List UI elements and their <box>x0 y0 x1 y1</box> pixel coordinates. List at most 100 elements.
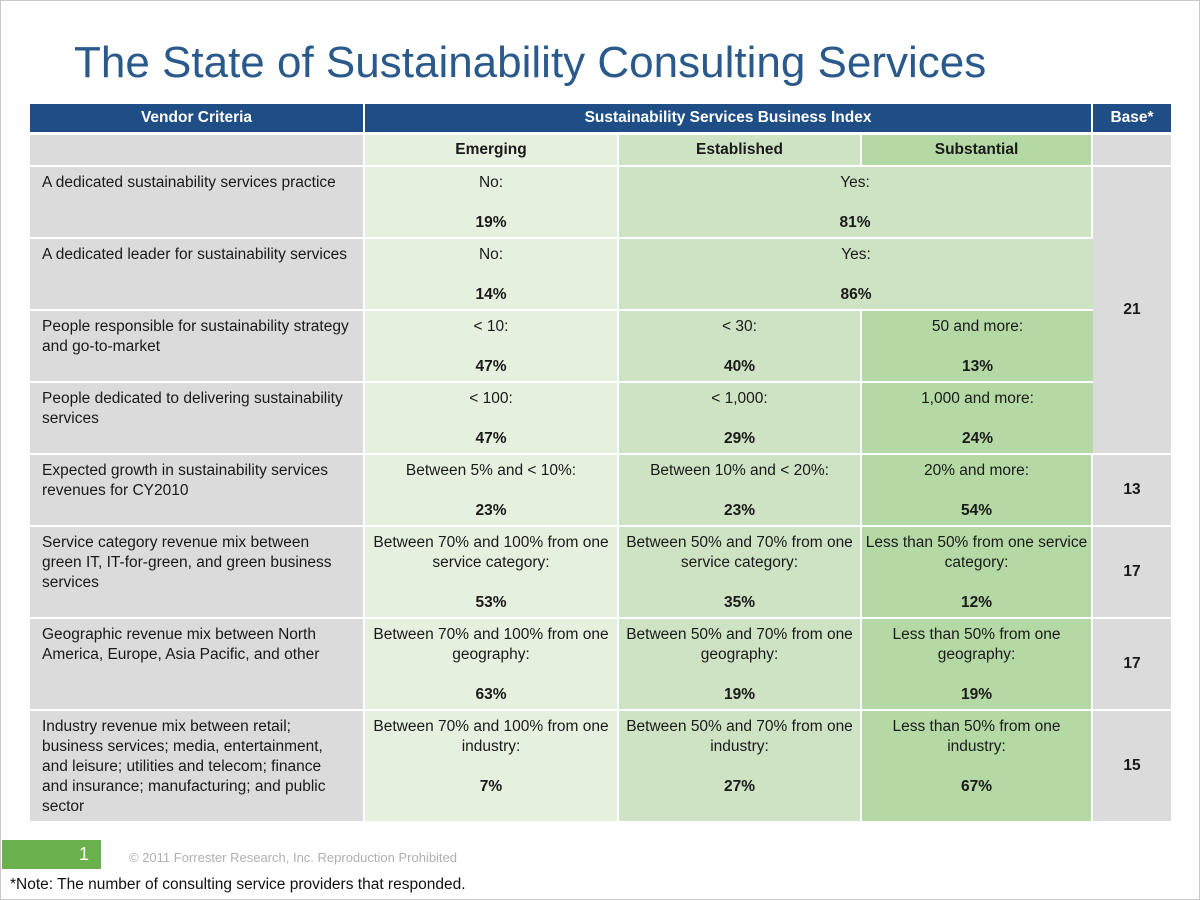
substantial-cell: Less than 50% from one service category:… <box>862 527 1094 619</box>
base-cell: 21 <box>1093 167 1172 455</box>
value-label: Between 70% and 100% from one geography: <box>373 626 609 663</box>
criteria-cell: Expected growth in sustainability servic… <box>30 455 365 527</box>
value-label: Between 5% and < 10%: <box>405 462 577 479</box>
value-label: 50 and more: <box>931 318 1024 335</box>
value-label: No: <box>478 174 504 191</box>
base-cell: 17 <box>1093 619 1172 711</box>
value-percent: 19% <box>961 686 993 703</box>
value-percent: 81% <box>839 214 871 231</box>
criteria-cell: Geographic revenue mix between North Ame… <box>30 619 365 711</box>
subheader-base-empty <box>1093 135 1172 167</box>
criteria-cell: A dedicated sustainability services prac… <box>30 167 365 239</box>
value-label: Between 70% and 100% from one industry: <box>373 718 609 755</box>
value-label: Between 50% and 70% from one industry: <box>626 718 853 755</box>
header-business-index: Sustainability Services Business Index <box>365 104 1094 135</box>
table-row: Expected growth in sustainability servic… <box>30 455 1172 527</box>
value-percent: 14% <box>475 286 507 303</box>
value-percent: 19% <box>475 214 507 231</box>
emerging-cell: < 10: 47% <box>365 311 619 383</box>
table-row: People dedicated to delivering sustainab… <box>30 383 1171 455</box>
value-label: Less than 50% from one service category: <box>865 534 1088 571</box>
criteria-cell: A dedicated leader for sustainability se… <box>30 239 365 311</box>
value-label: Yes: <box>840 174 870 191</box>
established-cell: < 1,000: 29% <box>619 383 862 455</box>
criteria-table-wrapper: Vendor Criteria Sustainability Services … <box>30 104 1172 823</box>
header-vendor-criteria: Vendor Criteria <box>30 104 365 135</box>
page-number: 1 <box>2 840 101 869</box>
value-percent: 47% <box>475 430 507 447</box>
established-cell: Yes: 81% <box>619 167 1094 239</box>
value-label: Less than 50% from one geography: <box>892 626 1061 663</box>
value-label: 20% and more: <box>923 462 1030 479</box>
value-label: < 30: <box>722 318 757 335</box>
emerging-cell: No: 14% <box>365 239 619 311</box>
emerging-cell: Between 70% and 100% from one industry: … <box>365 711 619 823</box>
value-label: Yes: <box>841 246 871 263</box>
value-label: < 10: <box>473 318 509 335</box>
copyright-text: © 2011 Forrester Research, Inc. Reproduc… <box>129 850 458 865</box>
substantial-cell: 20% and more: 54% <box>862 455 1094 527</box>
value-label: No: <box>478 246 504 263</box>
base-cell: 15 <box>1093 711 1172 823</box>
criteria-table: Vendor Criteria Sustainability Services … <box>30 104 1172 823</box>
criteria-cell: Industry revenue mix between retail; bus… <box>30 711 365 823</box>
value-percent: 7% <box>479 778 503 795</box>
emerging-cell: Between 5% and < 10%: 23% <box>365 455 619 527</box>
value-percent: 63% <box>475 686 507 703</box>
criteria-cell: People responsible for sustainability st… <box>30 311 365 383</box>
base-cell: 17 <box>1093 527 1172 619</box>
value-percent: 53% <box>475 594 507 611</box>
value-percent: 47% <box>475 358 507 375</box>
table-row: A dedicated sustainability services prac… <box>30 167 1172 455</box>
table-row: People responsible for sustainability st… <box>30 311 1171 383</box>
criteria-cell: Service category revenue mix between gre… <box>30 527 365 619</box>
footnote: *Note: The number of consulting service … <box>10 876 466 893</box>
value-percent: 12% <box>961 594 993 611</box>
value-percent: 24% <box>962 430 994 447</box>
emerging-cell: < 100: 47% <box>365 383 619 455</box>
substantial-cell: 1,000 and more: 24% <box>862 383 1094 455</box>
substantial-cell: Less than 50% from one industry: 67% <box>862 711 1094 823</box>
value-percent: 54% <box>961 502 993 519</box>
criteria-cell: People dedicated to delivering sustainab… <box>30 383 365 455</box>
value-percent: 35% <box>723 594 756 611</box>
value-label: Less than 50% from one industry: <box>892 718 1061 755</box>
value-label: Between 10% and < 20%: <box>650 462 829 479</box>
value-percent: 19% <box>723 686 756 703</box>
value-percent: 29% <box>723 430 756 447</box>
value-label: Between 50% and 70% from one geography: <box>626 626 853 663</box>
value-label: Between 70% and 100% from one service ca… <box>373 534 609 571</box>
value-percent: 67% <box>961 778 993 795</box>
value-percent: 13% <box>962 358 994 375</box>
established-cell: Between 50% and 70% from one industry: 2… <box>619 711 862 823</box>
table-subheader-row: Emerging Established Substantial <box>30 135 1172 167</box>
subheader-established: Established <box>619 135 862 167</box>
established-cell: < 30: 40% <box>619 311 862 383</box>
value-percent: 23% <box>475 502 507 519</box>
value-label: 1,000 and more: <box>921 390 1034 407</box>
base-cell: 13 <box>1093 455 1172 527</box>
table-row: Geographic revenue mix between North Ame… <box>30 619 1172 711</box>
subheader-empty-cell <box>30 135 365 167</box>
emerging-cell: No: 19% <box>365 167 619 239</box>
subheader-emerging: Emerging <box>365 135 619 167</box>
substantial-cell: 50 and more: 13% <box>862 311 1094 383</box>
table-row: Industry revenue mix between retail; bus… <box>30 711 1172 823</box>
established-cell: Between 50% and 70% from one geography: … <box>619 619 862 711</box>
value-percent: 27% <box>723 778 756 795</box>
value-percent: 23% <box>723 502 756 519</box>
emerging-cell: Between 70% and 100% from one geography:… <box>365 619 619 711</box>
subheader-substantial: Substantial <box>862 135 1094 167</box>
table-row: A dedicated leader for sustainability se… <box>30 239 1171 311</box>
established-cell: Between 10% and < 20%: 23% <box>619 455 862 527</box>
header-base: Base* <box>1093 104 1172 135</box>
value-label: Between 50% and 70% from one service cat… <box>626 534 853 571</box>
established-cell: Yes: 86% <box>619 239 1094 311</box>
established-cell: Between 50% and 70% from one service cat… <box>619 527 862 619</box>
table-header-row: Vendor Criteria Sustainability Services … <box>30 104 1172 135</box>
table-row: Service category revenue mix between gre… <box>30 527 1172 619</box>
value-percent: 86% <box>840 286 872 303</box>
value-label: < 100: <box>469 390 513 407</box>
substantial-cell: Less than 50% from one geography: 19% <box>862 619 1094 711</box>
emerging-cell: Between 70% and 100% from one service ca… <box>365 527 619 619</box>
